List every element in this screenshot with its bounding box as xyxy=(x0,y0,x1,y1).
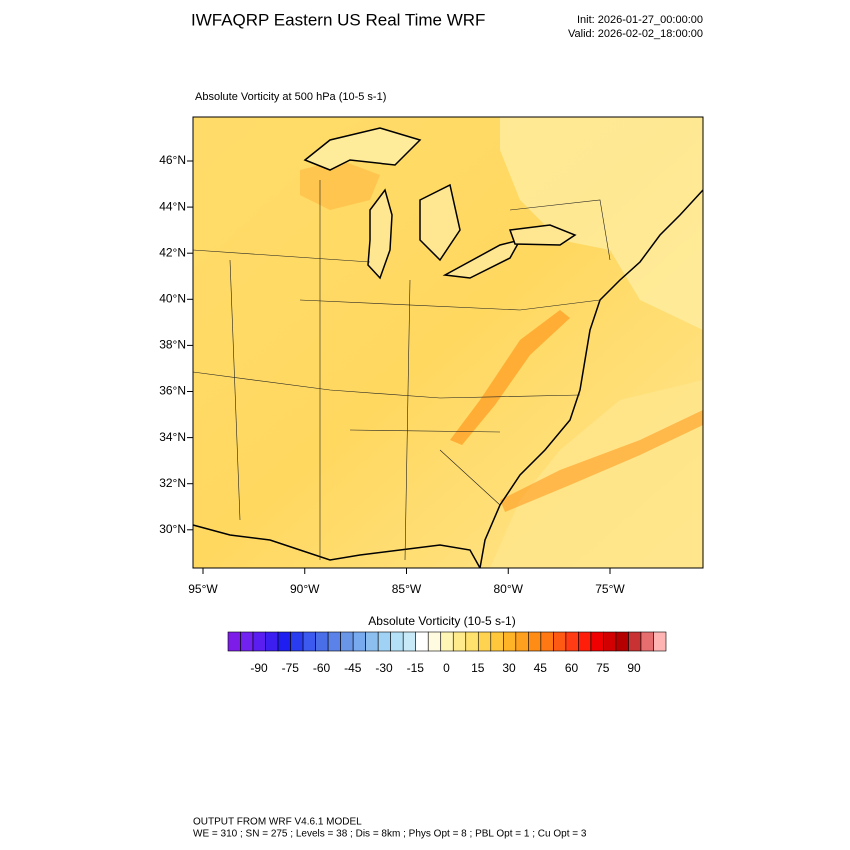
lon-label: 80°W xyxy=(494,582,524,596)
title: IWFAQRP Eastern US Real Time WRF xyxy=(191,10,485,29)
lat-label: 42°N xyxy=(159,245,186,259)
map xyxy=(192,116,704,569)
colorbar-swatch xyxy=(528,631,542,652)
field-label: Absolute Vorticity at 500 hPa (10-5 s-1) xyxy=(195,91,386,103)
colorbar-label: 0 xyxy=(443,661,450,675)
colorbar-swatch xyxy=(277,631,291,652)
colorbar-swatch xyxy=(553,631,567,652)
colorbar-swatch xyxy=(402,631,417,652)
colorbar-swatch xyxy=(515,631,529,652)
colorbar-swatch xyxy=(377,631,391,652)
footer-line: OUTPUT FROM WRF V4.6.1 MODEL xyxy=(193,817,362,828)
colorbar-label: 15 xyxy=(471,661,485,675)
colorbar-swatch xyxy=(227,631,241,652)
colorbar-swatch xyxy=(315,631,329,652)
colorbar-swatch xyxy=(615,631,629,652)
lon-label: 85°W xyxy=(392,582,422,596)
lat-label: 34°N xyxy=(159,430,186,444)
colorbar-title: Absolute Vorticity (10-5 s-1) xyxy=(368,614,515,628)
footer-line: WE = 310 ; SN = 275 ; Levels = 38 ; Dis … xyxy=(193,829,587,840)
colorbar-swatch xyxy=(503,631,517,652)
colorbar-swatch xyxy=(340,631,354,652)
colorbar-swatch xyxy=(590,631,604,652)
colorbar-label: 60 xyxy=(565,661,579,675)
colorbar-swatch xyxy=(603,631,617,652)
colorbar-swatch xyxy=(302,631,316,652)
colorbar-swatch xyxy=(252,631,266,652)
colorbar-label: -75 xyxy=(282,661,300,675)
colorbar-swatch xyxy=(265,631,279,652)
lon-label: 90°W xyxy=(290,582,320,596)
lon-label: 95°W xyxy=(188,582,218,596)
init-time: Init: 2026-01-27_00:00:00 xyxy=(577,14,703,26)
lat-label: 46°N xyxy=(159,153,186,167)
colorbar-swatch xyxy=(653,631,667,652)
colorbar-swatch xyxy=(452,631,467,652)
colorbar-swatch xyxy=(327,631,341,652)
colorbar-label: -60 xyxy=(313,661,331,675)
colorbar-swatch xyxy=(352,631,366,652)
lat-label: 32°N xyxy=(159,476,186,490)
lat-label: 30°N xyxy=(159,522,186,536)
lon-label: 75°W xyxy=(595,582,625,596)
lat-label: 40°N xyxy=(159,291,186,305)
valid-time: Valid: 2026-02-02_18:00:00 xyxy=(568,28,703,40)
colorbar-swatch xyxy=(540,631,554,652)
colorbar-label: -30 xyxy=(375,661,393,675)
colorbar-swatch xyxy=(290,631,304,652)
colorbar-swatch xyxy=(240,631,254,652)
colorbar-swatch xyxy=(578,631,592,652)
colorbar-label: 30 xyxy=(502,661,516,675)
colorbar-swatch xyxy=(465,631,479,652)
lat-label: 44°N xyxy=(159,199,186,213)
colorbar-label: -15 xyxy=(407,661,425,675)
colorbar-swatch xyxy=(477,631,492,652)
colorbar-swatch xyxy=(640,631,654,652)
colorbar-swatch xyxy=(628,631,642,652)
colorbar-label: 90 xyxy=(627,661,641,675)
colorbar-label: -45 xyxy=(344,661,362,675)
colorbar-label: 45 xyxy=(534,661,548,675)
colorbar-swatch xyxy=(365,631,379,652)
lat-label: 38°N xyxy=(159,338,186,352)
lat-label: 36°N xyxy=(159,384,186,398)
colorbar-label: 75 xyxy=(596,661,610,675)
colorbar-label: -90 xyxy=(250,661,268,675)
colorbar-swatch xyxy=(565,631,579,652)
colorbar-swatch xyxy=(440,631,454,652)
colorbar-swatch xyxy=(427,631,442,652)
colorbar-swatch xyxy=(415,631,429,652)
colorbar-swatch xyxy=(490,631,504,652)
colorbar-swatch xyxy=(390,631,404,652)
